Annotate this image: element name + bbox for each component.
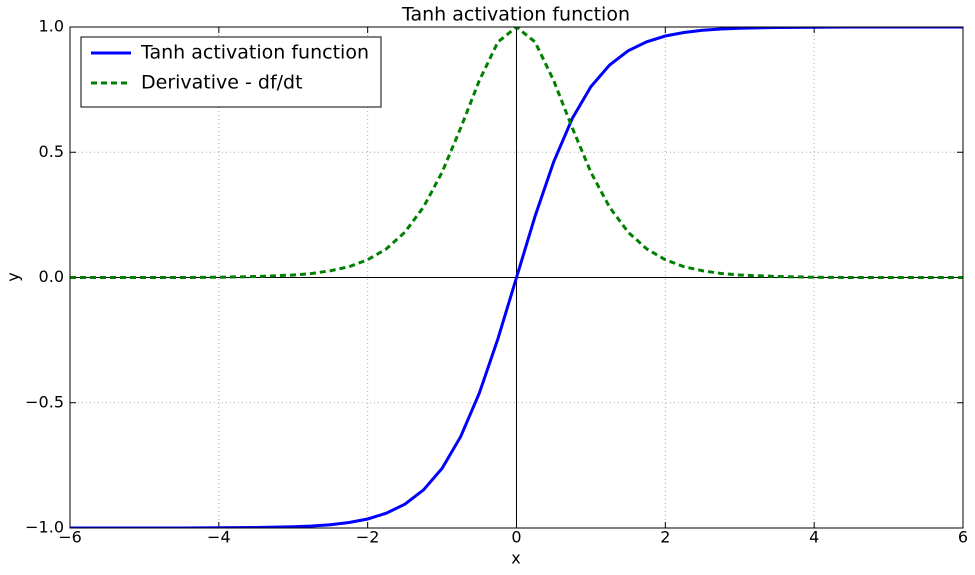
- x-tick-label: −2: [356, 528, 380, 547]
- plot-frame: [69, 26, 964, 529]
- y-tick-label: 0.0: [39, 267, 64, 286]
- legend-label: Tanh activation function: [140, 42, 369, 64]
- y-tick-label: 1.0: [39, 17, 64, 36]
- legend-label: Derivative - df/dt: [141, 72, 303, 94]
- x-axis-label: x: [511, 549, 520, 568]
- chart-title: Tanh activation function: [401, 4, 630, 26]
- y-tick-label: 0.5: [39, 142, 64, 161]
- x-tick-label: 4: [809, 528, 819, 547]
- line-series: [70, 27, 963, 279]
- y-axis-label: y: [4, 272, 23, 281]
- y-tick-label: −0.5: [25, 392, 64, 411]
- x-tick-label: 0: [511, 528, 521, 547]
- x-tick-label: −4: [207, 528, 231, 547]
- x-tick-label: −6: [58, 528, 82, 547]
- legend-box: [80, 36, 382, 108]
- y-tick-label: −1.0: [25, 518, 64, 537]
- x-tick-label: 6: [958, 528, 968, 547]
- line-series: [70, 27, 963, 528]
- x-tick-label: 2: [660, 528, 670, 547]
